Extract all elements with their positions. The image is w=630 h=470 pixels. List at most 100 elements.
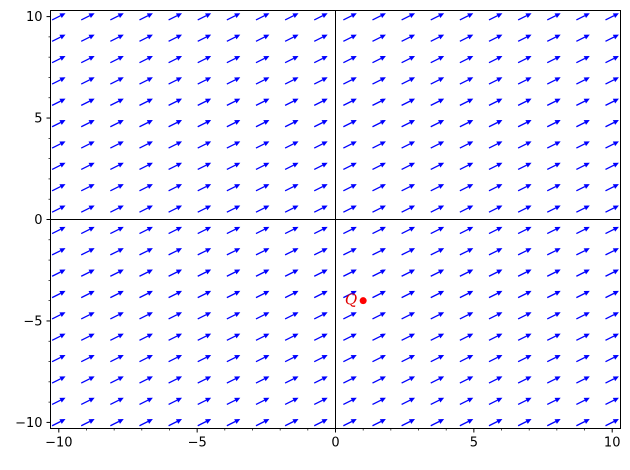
vector-arrow (430, 184, 445, 192)
vector-arrow (488, 13, 503, 21)
vector-arrow-head (263, 333, 270, 339)
vector-arrow (80, 419, 95, 427)
vector-arrow (546, 141, 561, 149)
vector-arrow (313, 77, 328, 85)
vector-arrow-shaft (401, 271, 411, 277)
vector-arrow-shaft (313, 15, 324, 21)
vector-arrow-head (321, 354, 328, 360)
vector-arrow (430, 162, 445, 171)
vector-arrow (255, 141, 270, 149)
vector-arrow-shaft (576, 356, 586, 363)
vector-arrow-shaft (546, 271, 557, 277)
vector-arrow-shaft (546, 399, 557, 405)
vector-arrow (372, 98, 386, 106)
vector-arrow (226, 354, 241, 363)
vector-arrow-shaft (372, 314, 382, 320)
vector-arrow-head (496, 98, 503, 104)
vector-arrow-head (321, 120, 328, 125)
vector-arrow-head (496, 141, 503, 147)
vector-arrow-shaft (459, 228, 469, 235)
vector-arrow (197, 376, 212, 384)
vector-arrow-shaft (313, 314, 324, 320)
vector-arrow (51, 333, 66, 341)
vector-arrow-shaft (488, 250, 498, 256)
vector-arrow (197, 312, 212, 320)
vector-arrow (139, 312, 153, 320)
vector-arrow-head (117, 333, 124, 339)
vector-arrow (197, 205, 212, 213)
vector-arrow-shaft (430, 228, 440, 235)
vector-arrow (139, 55, 153, 64)
vector-arrow-shaft (372, 15, 382, 21)
vector-arrow-shaft (51, 378, 61, 384)
vector-arrow-head (467, 77, 474, 83)
vector-arrow-head (438, 162, 445, 168)
vector-arrow-shaft (284, 164, 294, 171)
vector-arrow (139, 290, 153, 299)
vector-arrow-shaft (139, 378, 149, 384)
vector-arrow-shaft (430, 79, 440, 85)
vector-arrow-shaft (605, 378, 615, 384)
vector-arrow-head (205, 269, 212, 275)
vector-arrow-shaft (488, 207, 498, 213)
vector-arrow-head (263, 354, 270, 360)
vector-arrow-shaft (576, 121, 586, 128)
vector-arrow-shaft (372, 207, 382, 213)
vector-arrow (80, 248, 95, 256)
vector-arrow-shaft (80, 79, 91, 85)
vector-arrow (459, 312, 474, 320)
vector-arrow-shaft (80, 15, 91, 21)
vector-arrow (343, 333, 357, 341)
vector-arrow-head (263, 77, 270, 83)
x-tick-label: 10 (604, 436, 621, 451)
vector-arrow (197, 77, 212, 85)
vector-arrow-head (234, 269, 241, 275)
vector-arrow-shaft (255, 420, 265, 427)
vector-arrow (459, 333, 474, 341)
vector-arrow (110, 269, 124, 277)
vector-arrow-shaft (168, 335, 178, 341)
vector-arrow (313, 205, 328, 213)
vector-arrow-shaft (605, 143, 615, 149)
vector-arrow (576, 226, 590, 235)
vector-arrow (197, 397, 212, 405)
vector-arrow (255, 290, 270, 299)
vector-arrow (517, 141, 532, 149)
vector-arrow-head (525, 397, 532, 403)
vector-arrow-shaft (343, 185, 353, 192)
vector-arrow-shaft (197, 250, 207, 256)
vector-arrow-shaft (372, 57, 382, 64)
vector-arrow (576, 13, 590, 21)
vector-arrow-head (525, 98, 532, 104)
vector-arrow-shaft (546, 36, 557, 42)
vector-arrow-head (263, 205, 270, 211)
vector-arrow (430, 55, 445, 64)
vector-arrow (546, 290, 561, 299)
vector-arrow-shaft (576, 250, 586, 256)
vector-arrow (517, 269, 532, 277)
vector-arrow (255, 376, 270, 384)
vector-arrow-shaft (576, 207, 586, 213)
vector-arrow-head (408, 269, 416, 275)
vector-arrow-head (350, 162, 357, 168)
vector-arrow-head (583, 248, 590, 253)
vector-arrow-shaft (284, 185, 294, 192)
vector-arrow (459, 34, 474, 42)
vector-arrow-shaft (343, 164, 353, 171)
vector-arrow-head (59, 226, 66, 232)
vector-arrow-head (379, 13, 386, 19)
vector-arrow (488, 397, 503, 405)
vector-arrow-head (612, 120, 619, 125)
vector-arrow (546, 77, 561, 85)
vector-arrow (372, 376, 386, 384)
vector-arrow (313, 55, 328, 64)
vector-arrow-shaft (372, 164, 382, 171)
vector-arrow (401, 184, 416, 192)
vector-arrow (488, 120, 503, 128)
vector-arrow-shaft (139, 314, 149, 320)
vector-arrow-shaft (255, 164, 265, 171)
vector-arrow-head (525, 354, 532, 360)
vector-arrow (284, 354, 299, 363)
vector-arrow-head (321, 248, 328, 253)
vector-arrow-shaft (284, 100, 294, 106)
